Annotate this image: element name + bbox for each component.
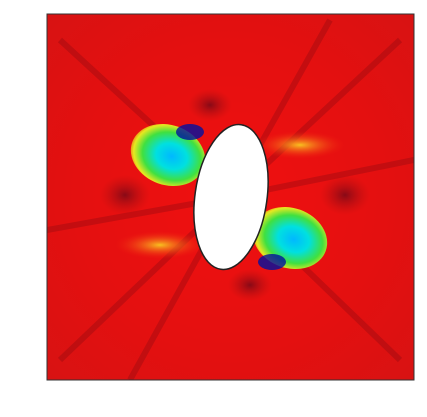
blue-patch	[176, 124, 204, 140]
yellow-patch	[255, 131, 345, 159]
blue-patch	[258, 254, 286, 270]
dark-patch	[228, 269, 272, 301]
dark-patch	[100, 175, 150, 215]
dark-patch	[320, 175, 370, 215]
field	[47, 14, 414, 380]
hole	[193, 123, 269, 271]
stress-lobe	[252, 206, 328, 270]
dark-patch	[188, 89, 232, 121]
frame	[46, 13, 415, 381]
yellow-patch	[115, 231, 205, 259]
